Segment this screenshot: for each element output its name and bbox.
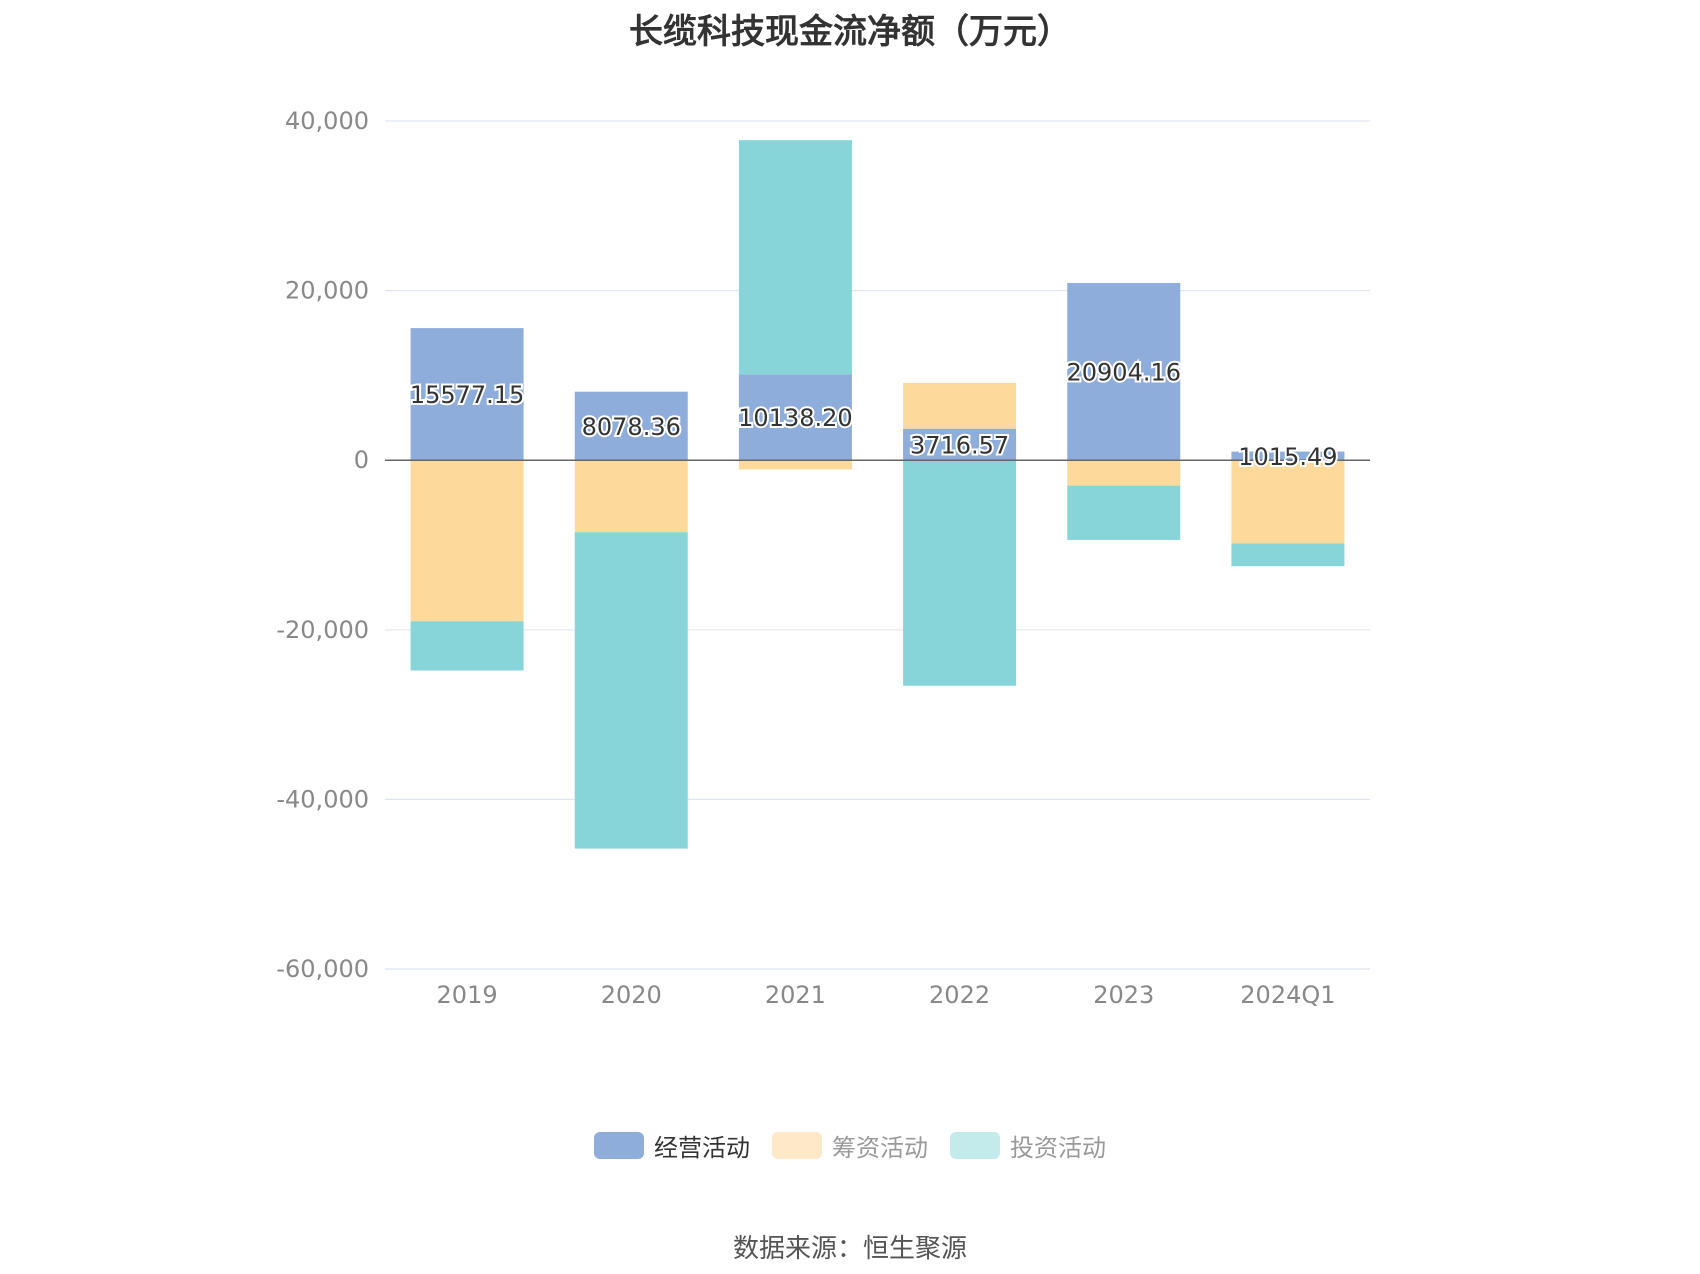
label-layer: 40,000 20,000 0 -20,000 -40,000 -60,000 2019 15… (276, 107, 1339, 1009)
source-note: 数据来源：恒生聚源 (732, 1234, 967, 1264)
bar-segment-investing-2021 (738, 140, 852, 375)
x-tick-label: 2020 (601, 981, 662, 1009)
bar-segment-investing-2022 (903, 460, 1017, 686)
data-label-operating: 10138.20 (738, 404, 853, 432)
bar-segment-financing-2019 (410, 460, 524, 622)
bar-segment-operating-2023 (1067, 282, 1181, 461)
data-label-operating: 8078.36 (582, 413, 681, 441)
x-tick-label: 2019 (437, 981, 498, 1009)
bar-segment-operating-2019 (410, 328, 524, 461)
legend-swatch-investing (950, 1132, 1000, 1159)
y-tick-label: -40,000 (276, 785, 369, 813)
grid-layer (385, 120, 1370, 970)
legend-item-financing[interactable]: 筹资活动 (772, 1128, 928, 1163)
data-label-operating: 1015.49 (1238, 443, 1337, 471)
legend-item-operating[interactable]: 经营活动 (594, 1128, 750, 1163)
bar-segment-financing-2021 (738, 460, 852, 470)
chart-title: 长缆科技现金流净额（万元） (629, 12, 1071, 52)
y-tick-label: -20,000 (276, 616, 369, 644)
data-label-operating: 20904.16 (1066, 359, 1181, 387)
y-tick-label: 40,000 (285, 107, 369, 135)
y-tick-label: 20,000 (285, 277, 369, 305)
bar-segment-investing-2020 (574, 532, 688, 849)
x-tick-label: 2021 (765, 981, 826, 1009)
bar-segment-financing-2023 (1067, 460, 1181, 486)
bar-segment-financing-2020 (574, 460, 688, 533)
bar-segment-investing-2019 (410, 621, 524, 671)
bar-segment-financing-2024Q1 (1231, 460, 1345, 544)
bar-segment-operating-2022 (903, 428, 1017, 461)
bar-segment-operating-2024Q1 (1231, 451, 1345, 461)
y-tick-label: -60,000 (276, 955, 369, 983)
data-label-operating: 15577.15 (410, 381, 525, 409)
data-label-operating: 3716.57 (910, 431, 1009, 459)
x-tick-label: 2022 (929, 981, 990, 1009)
bar-segment-investing-2023 (1067, 485, 1181, 540)
legend-swatch-financing (772, 1132, 822, 1159)
bar-layer (410, 140, 1345, 849)
bar-segment-operating-2020 (574, 391, 688, 461)
y-tick-label: 0 (354, 446, 369, 474)
bar-segment-financing-2022 (903, 382, 1017, 429)
bar-segment-operating-2021 (738, 374, 852, 461)
legend-label-financing: 筹资活动 (832, 1134, 928, 1162)
legend-label-operating: 经营活动 (654, 1134, 750, 1162)
x-tick-label: 2023 (1093, 981, 1154, 1009)
legend-swatch-operating (594, 1132, 644, 1159)
legend: 经营活动 筹资活动 投资活动 (0, 1128, 1700, 1163)
axis-layer (385, 459, 1370, 970)
x-tick-label: 2024Q1 (1240, 981, 1335, 1009)
legend-item-investing[interactable]: 投资活动 (950, 1128, 1106, 1163)
bar-segment-investing-2024Q1 (1231, 543, 1345, 567)
legend-label-investing: 投资活动 (1010, 1134, 1106, 1162)
